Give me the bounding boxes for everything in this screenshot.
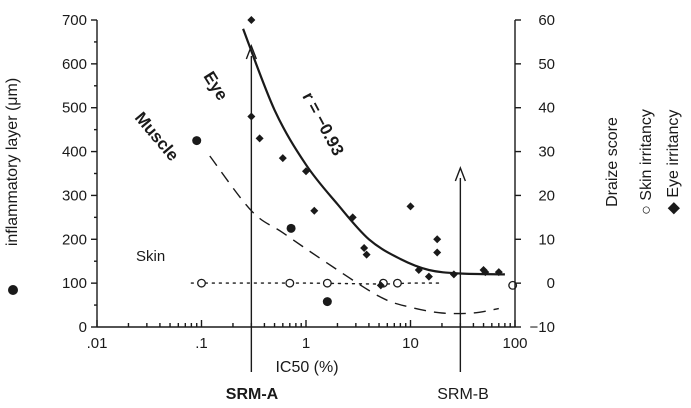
- inflammatory-point: [322, 297, 332, 307]
- muscle-curve: [209, 155, 499, 315]
- fitted-curves: [190, 28, 505, 315]
- legend-inflammatory-symbol: [8, 285, 18, 295]
- y-right-tick-label: 10: [538, 231, 555, 248]
- eye-curve: [242, 28, 505, 276]
- eye-irritancy-point: [278, 154, 287, 163]
- srm-arrows: [245, 44, 467, 372]
- eye-irritancy-point: [433, 248, 442, 257]
- svg-text:○ Skin irritancy: ○ Skin irritancy: [638, 109, 655, 215]
- eye-irritancy-point: [362, 250, 371, 259]
- eye-irritancy-point: [424, 272, 433, 281]
- data-points: [8, 16, 518, 307]
- skin-irritancy-point: [285, 278, 295, 288]
- y-left-axis-label: inflammatory layer (μm): [4, 78, 21, 246]
- x-tick-label: .1: [195, 335, 208, 352]
- y-left-tick-label: 300: [62, 187, 87, 204]
- y-left-tick-label: 200: [62, 231, 87, 248]
- eye-irritancy-point: [247, 112, 256, 121]
- y-right-tick-label: 30: [538, 144, 555, 161]
- svg-text:inflammatory layer (μm): inflammatory layer (μm): [4, 78, 21, 246]
- inflammatory-point: [286, 223, 296, 233]
- eye-irritancy-point: [414, 265, 423, 274]
- skin-curve: [190, 282, 443, 285]
- y-left-tick-label: 500: [62, 100, 87, 117]
- skin-curve-label: Skin: [136, 248, 165, 265]
- x-tick-label: 10: [402, 335, 419, 352]
- srm-b-arrow-head: [454, 166, 467, 182]
- eye-irritancy-point: [348, 213, 357, 222]
- eye-irritancy-point: [376, 281, 385, 290]
- legend-eye-text: Eye irritancy: [665, 110, 682, 198]
- eye-irritancy-point: [310, 206, 319, 215]
- eye-irritancy-point: [247, 16, 256, 24]
- y-left-tick-label: 400: [62, 144, 87, 161]
- x-tick-label: 100: [502, 335, 527, 352]
- legend-eye-irritancy: ◆ Eye irritancy: [665, 110, 682, 215]
- legend-skin-symbol: ○: [638, 205, 655, 215]
- skin-irritancy-point: [322, 278, 332, 288]
- legend-skin-irritancy: ○ Skin irritancy: [638, 109, 655, 215]
- svg-text:Draize score: Draize score: [604, 117, 621, 207]
- correlation-annotation: r = −0.93: [298, 89, 347, 159]
- y-left-tick-label: 600: [62, 56, 87, 73]
- eye-irritancy-point: [433, 235, 442, 244]
- y-left-tick-label: 100: [62, 275, 87, 292]
- eye-irritancy-point: [494, 268, 503, 277]
- eye-irritancy-point: [481, 268, 490, 277]
- eye-irritancy-point: [302, 167, 310, 176]
- srm-a-arrow-head: [245, 44, 258, 60]
- eye-irritancy-point: [360, 244, 369, 253]
- muscle-curve-label: Muscle: [131, 108, 183, 164]
- y-right-tick-label: 50: [538, 56, 555, 73]
- y-left-tick-label: 700: [62, 12, 87, 29]
- inflammatory-point: [192, 136, 202, 146]
- y-right-axis-label: Draize score: [604, 117, 621, 207]
- legend-skin-text: Skin irritancy: [638, 109, 655, 201]
- x-tick-label: .01: [87, 335, 108, 352]
- y-right-tick-label: −10: [530, 319, 555, 336]
- srm-a-label: SRM-A: [226, 386, 279, 403]
- y-right-tick-label: 40: [538, 100, 555, 117]
- eye-irritancy-point: [406, 202, 415, 211]
- y-right-tick-label: 0: [547, 275, 555, 292]
- tick-labels: .01 .1 1 10 100 0 100 200 300 400 500 600 700 −10 0 10 2…: [62, 12, 555, 352]
- eye-irritancy-point: [255, 134, 264, 143]
- svg-text:◆ Eye irritancy: ◆ Eye irritancy: [665, 110, 682, 215]
- x-axis-label: IC50 (%): [275, 359, 338, 376]
- x-tick-label: 1: [302, 335, 310, 352]
- skin-irritancy-point: [392, 278, 402, 288]
- y-left-tick-label: 0: [79, 319, 87, 336]
- y-right-tick-label: 60: [538, 12, 555, 29]
- y-right-tick-label: 20: [538, 187, 555, 204]
- eye-irritancy-point: [449, 270, 458, 279]
- axes: .01 .1 1 10 100 0 100 200 300 400 500 600 700 −10 0 10 2…: [8, 12, 555, 372]
- legend-eye-symbol: ◆: [665, 201, 682, 214]
- eye-curve-label: Eye: [200, 68, 232, 104]
- skin-irritancy-point: [197, 278, 206, 288]
- srm-b-label: SRM-B: [437, 386, 489, 403]
